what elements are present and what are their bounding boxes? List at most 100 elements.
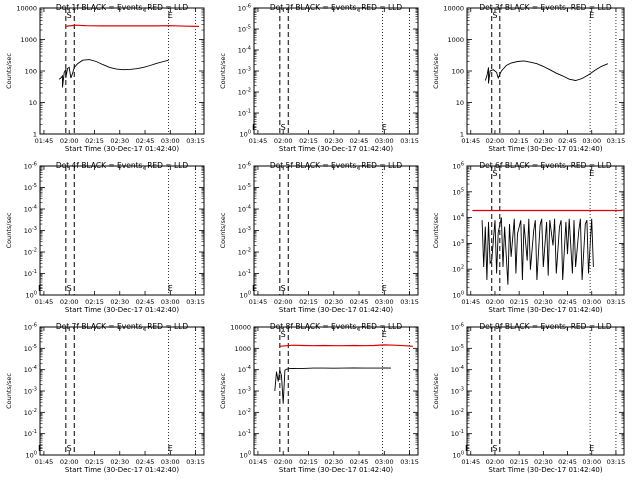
y-tick-label: 1000 [20,36,37,44]
marker-e: E [168,444,173,453]
x-tick-label: 02:30 [324,458,343,466]
x-axis-label: Start Time (30-Dec-17 01:42:40) [65,145,179,153]
x-tick-label: 03:00 [375,137,394,145]
y-axis-label: Counts/sec [219,212,227,248]
y-tick-label: 10-2 [238,408,251,417]
x-tick-label: 02:00 [274,458,293,466]
x-tick-label: 02:45 [136,137,155,145]
y-tick-label: 1000 [234,345,251,353]
x-tick-label: 01:45 [461,458,480,466]
y-axis-label: Counts/sec [432,53,440,89]
marker-e: E [382,123,387,132]
marker-e: E [589,11,594,20]
y-tick-label: 10-6 [451,323,464,332]
x-tick-label: 02:00 [486,458,505,466]
x-tick-label: 03:15 [400,458,419,466]
panel-det-8: Det 8f BLACK = Events, RED = LLD 01:45 02:… [219,322,419,474]
panel-det-9: Det 9f BLACK = Events, RED = LLD 01:45 02:… [432,322,625,474]
x-tick-label: 02:30 [534,458,553,466]
x-tick-label: 02:15 [299,458,318,466]
y-tick-label: 10-1 [24,269,37,278]
y-axis-label: Counts/sec [5,212,13,248]
x-axis-label: Start Time (30-Dec-17 01:42:40) [279,145,393,153]
y-tick-label: 10-2 [238,248,251,257]
marker-e: E [38,444,43,453]
plot-frame [253,165,419,296]
y-tick-label: 10-4 [238,365,251,374]
y-tick-label: 100 [453,291,464,300]
panel-title: Det 2f BLACK = Events, RED = LLD [270,3,403,12]
x-tick-label: 03:15 [400,298,419,306]
x-tick-label: 02:00 [60,298,79,306]
x-tick-label: 03:15 [186,298,205,306]
panel-det-6: Det 6f BLACK = Events, RED = LLD 01:45 02:… [432,161,625,314]
y-tick-label: 10-4 [238,46,251,55]
marker-e: E [589,169,594,178]
y-tick-label: 10000 [230,324,251,332]
events-series-line [58,59,169,88]
y-tick-label: 10-4 [24,365,37,374]
x-axis-label: Start Time (30-Dec-17 01:42:40) [279,466,393,474]
marker-s: S [281,330,286,339]
x-tick-label: 02:45 [558,298,577,306]
x-axis-label: Start Time (30-Dec-17 01:42:40) [279,306,393,314]
x-axis-label: Start Time (30-Dec-17 01:42:40) [488,145,602,153]
x-tick-label: 02:30 [110,137,129,145]
y-tick-label: 10 [29,99,37,107]
lld-series-line [65,24,199,27]
x-tick-label: 02:45 [558,137,577,145]
y-tick-label: 10-4 [451,365,464,374]
y-tick-label: 10-1 [238,269,251,278]
x-tick-label: 02:15 [85,458,104,466]
y-tick-label: 100 [26,451,37,460]
y-tick-label: 10-3 [24,226,37,235]
x-tick-label: 02:30 [324,298,343,306]
panel-det-4: Det 4f BLACK = Events, RED = LLD 01:45 02:… [5,161,205,314]
y-tick-label: 10-2 [24,248,37,257]
x-axis-label: Start Time (30-Dec-17 01:42:40) [65,466,179,474]
marker-e: E [382,330,387,339]
y-tick-label: 10-6 [24,162,37,171]
x-tick-label: 02:00 [486,298,505,306]
plot-frame [253,7,419,135]
y-tick-label: 10-6 [238,162,251,171]
y-axis-label: Counts/sec [432,373,440,409]
y-tick-label: 1000 [447,36,464,44]
marker-s: S [67,11,72,20]
x-tick-label: 03:00 [375,298,394,306]
marker-e: E [38,284,43,293]
x-tick-label: 02:45 [350,298,369,306]
panel-det-7: Det 7f BLACK = Events, RED = LLD 01:45 02:… [5,322,205,474]
x-tick-label: 01:45 [35,137,54,145]
panel-det-3: Det 3f BLACK = Events, RED = LLD 01:45 02:… [432,3,625,153]
x-tick-label: 03:15 [607,298,626,306]
y-tick-label: 10-5 [24,344,37,353]
y-tick-label: 100 [240,451,251,460]
marker-s: S [67,444,72,453]
y-tick-label: 100 [26,291,37,300]
y-tick-label: 10000 [16,5,37,13]
y-tick-label: 103 [453,239,464,248]
marker-s: S [492,444,497,453]
x-tick-label: 03:15 [607,458,626,466]
marker-s: S [281,123,286,132]
y-tick-label: 10-4 [238,205,251,214]
panel-det-1: Det 1f BLACK = Events, RED = LLD 01:45 02:… [5,3,205,153]
x-tick-label: 02:15 [85,137,104,145]
y-tick-label: 1 [33,131,37,139]
y-tick-label: 10-3 [451,387,464,396]
x-tick-label: 01:45 [249,458,268,466]
y-tick-label: 10-3 [24,387,37,396]
y-tick-label: 10-5 [24,183,37,192]
panel-title: Det 5f BLACK = Events, RED = LLD [270,161,403,170]
panel-title: Det 3f BLACK = Events, RED = LLD [479,3,612,12]
panel-title: Det 9f BLACK = Events, RED = LLD [479,322,612,331]
x-tick-label: 02:15 [510,137,529,145]
panel-title: Det 6f BLACK = Events, RED = LLD [479,161,612,170]
x-tick-label: 03:15 [186,137,205,145]
marker-e: E [168,11,173,20]
x-tick-label: 01:45 [249,137,268,145]
y-axis-label: Counts/sec [219,53,227,89]
marker-s: S [281,284,286,293]
x-tick-label: 02:15 [510,298,529,306]
